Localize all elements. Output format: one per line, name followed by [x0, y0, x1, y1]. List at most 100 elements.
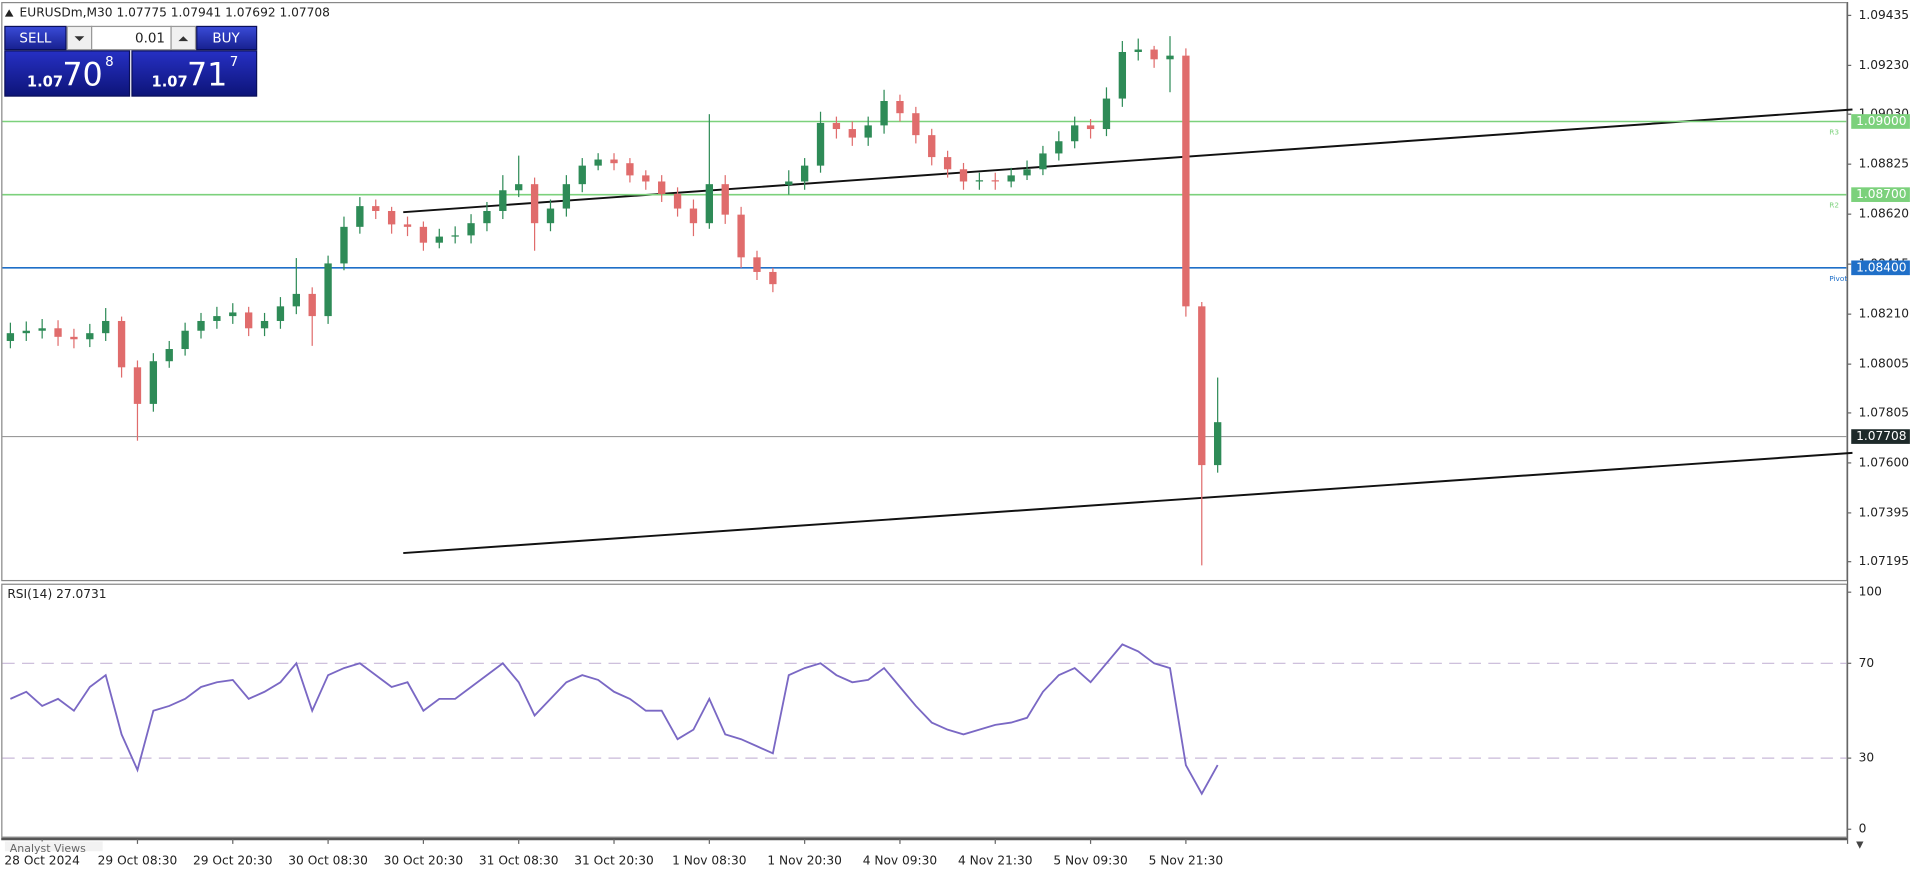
y-tick-label: 1.08210	[1859, 307, 1909, 321]
candle-body	[880, 101, 888, 126]
x-tick-label: 29 Oct 08:30	[98, 854, 178, 868]
x-tick-label: 30 Oct 20:30	[384, 854, 464, 868]
candle-body	[181, 330, 189, 350]
candle-body	[1023, 169, 1031, 176]
ask-big: 1.07	[152, 74, 188, 91]
candle-body	[642, 175, 650, 182]
y-tick-label: 30	[1859, 751, 1875, 765]
y-tick-label: 1.08825	[1859, 157, 1909, 171]
candle-body	[213, 316, 221, 321]
candle-body	[86, 333, 94, 340]
candle-body	[244, 312, 253, 329]
candle-body	[102, 320, 110, 334]
level-label: 1.08700	[1856, 187, 1906, 201]
y-tick-label: 1.07195	[1859, 554, 1909, 568]
x-tick-label: 29 Oct 20:30	[193, 854, 273, 868]
candle-body	[6, 333, 15, 341]
candle-body	[1007, 175, 1015, 182]
candle-body	[546, 208, 555, 224]
down-arrow	[74, 36, 85, 42]
candle-body	[848, 129, 856, 138]
candle-body	[133, 367, 142, 404]
last-price-label: 1.07708	[1856, 429, 1906, 443]
candle-body	[356, 206, 364, 227]
sell-button[interactable]	[4, 25, 67, 51]
candle-body	[1039, 153, 1047, 170]
lot-value: 0.01	[135, 32, 165, 47]
bid-pips: 70	[62, 58, 102, 94]
buy-button[interactable]	[196, 25, 258, 51]
rsi-line	[10, 643, 1219, 796]
last-price-box	[1851, 429, 1910, 444]
candle-body	[864, 125, 872, 138]
candle-body	[435, 236, 443, 243]
bid-point: 8	[105, 55, 114, 70]
candle-body	[229, 312, 237, 317]
candle-body	[340, 226, 348, 264]
candle-body	[1150, 49, 1158, 60]
candle-body	[626, 163, 634, 176]
y-tick-label: 1.09435	[1859, 8, 1909, 22]
candle-body	[451, 235, 459, 237]
x-tick-label: 31 Oct 08:30	[479, 854, 559, 868]
candle-body	[658, 181, 666, 194]
candle-body	[260, 320, 269, 329]
candle-body	[38, 328, 46, 331]
candle-body	[54, 328, 62, 337]
candle-body	[1213, 422, 1222, 466]
candle-body	[975, 180, 984, 182]
level-name: Pivot	[1829, 274, 1847, 283]
candle-body	[387, 210, 396, 225]
candle-body	[1134, 49, 1142, 52]
candle-body	[705, 184, 714, 224]
candle-body	[467, 223, 475, 236]
candle-body	[403, 224, 412, 227]
candle-body	[1198, 306, 1206, 466]
candle-body	[324, 263, 332, 317]
candle-body	[943, 157, 952, 170]
x-tick-label: 31 Oct 20:30	[574, 854, 654, 868]
candle-body	[515, 184, 523, 191]
y-tick-label: 0	[1859, 822, 1867, 836]
y-tick-label: 70	[1859, 656, 1875, 670]
y-tick-label: 1.08620	[1859, 207, 1909, 221]
x-tick-label: 5 Nov 09:30	[1053, 854, 1128, 868]
level-label: 1.08400	[1856, 260, 1906, 274]
plot-layer: 1.094351.092301.090301.088251.086201.084…	[2, 8, 1910, 868]
x-tick-label: 1 Nov 08:30	[672, 854, 747, 868]
candle-body	[165, 349, 173, 362]
bid-big: 1.07	[27, 74, 63, 91]
candle-body	[562, 184, 571, 209]
bid-box[interactable]	[4, 50, 131, 97]
candle-body	[594, 159, 602, 166]
tab[interactable]	[4, 841, 103, 852]
candle-body	[70, 336, 78, 340]
candle-body	[117, 320, 126, 368]
ask-box[interactable]	[131, 50, 258, 97]
candle-body	[308, 293, 316, 317]
candle-body	[721, 184, 729, 215]
candle-body	[1182, 55, 1190, 307]
y-tick-label: 1.09230	[1859, 58, 1909, 72]
candle-body	[276, 306, 285, 321]
y-tick-label: 100	[1859, 585, 1882, 599]
scroll-arrow[interactable]	[1856, 841, 1864, 849]
buy-label: BUY	[212, 32, 240, 47]
x-tick-label: 4 Nov 21:30	[958, 854, 1033, 868]
candle-body	[1166, 55, 1174, 60]
candle-body	[991, 180, 999, 182]
sell-label: SELL	[19, 32, 52, 47]
candle-body	[769, 271, 777, 285]
candle-body	[610, 159, 618, 164]
x-tick-label: 5 Nov 21:30	[1149, 854, 1224, 868]
candle-body	[753, 257, 761, 272]
candle-body	[832, 122, 841, 130]
candle-body	[578, 165, 586, 185]
x-tick-label: 1 Nov 20:30	[767, 854, 842, 868]
candle-body	[1055, 141, 1063, 154]
y-tick-label: 1.07600	[1859, 455, 1909, 469]
candle-body	[419, 226, 428, 243]
collapse-arrow[interactable]	[4, 9, 14, 17]
candle-body	[1086, 125, 1095, 130]
